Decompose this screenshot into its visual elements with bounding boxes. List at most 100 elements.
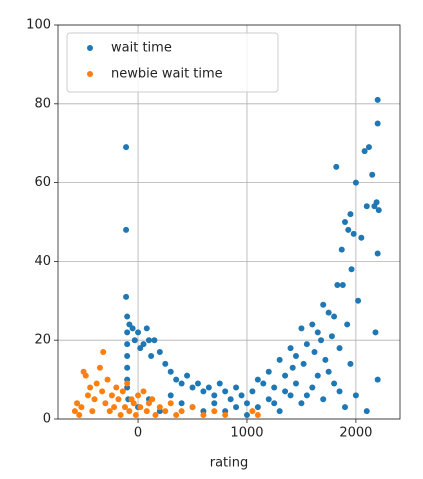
point (325, 309, 332, 316)
point (156, 349, 163, 356)
point (178, 400, 185, 407)
point (287, 392, 294, 399)
legend-box (66, 32, 279, 93)
point (149, 396, 156, 403)
point (361, 148, 368, 155)
point (331, 380, 338, 387)
point (325, 368, 332, 375)
point (350, 230, 357, 237)
point (374, 96, 381, 103)
point (374, 376, 381, 383)
point (87, 384, 94, 391)
point (124, 329, 131, 336)
point (287, 345, 294, 352)
point (102, 400, 109, 407)
point (100, 349, 107, 356)
point (292, 352, 299, 359)
point (345, 226, 352, 233)
point (347, 211, 354, 218)
point (320, 301, 327, 308)
point (76, 412, 83, 419)
point (124, 380, 131, 387)
point (314, 329, 321, 336)
point (156, 404, 163, 411)
point (320, 396, 327, 403)
point (126, 321, 133, 328)
point (71, 408, 78, 415)
legend-marker (87, 71, 93, 77)
y-tick-label: 100 (26, 18, 51, 33)
point (292, 380, 299, 387)
point (341, 219, 348, 225)
x-tick-label: 0 (134, 426, 142, 441)
point (363, 203, 370, 210)
point (355, 297, 362, 304)
point (167, 400, 174, 407)
point (173, 412, 180, 419)
point (369, 171, 376, 178)
point (309, 384, 316, 391)
point (328, 333, 335, 340)
point (336, 388, 343, 395)
point (205, 384, 212, 391)
point (222, 412, 229, 419)
point (260, 380, 267, 387)
point (78, 404, 85, 411)
point (74, 400, 81, 407)
point (130, 400, 137, 407)
y-tick-label: 0 (43, 412, 51, 427)
point (347, 360, 354, 367)
point (189, 384, 196, 391)
point (233, 404, 240, 411)
point (303, 392, 310, 399)
point (194, 380, 201, 387)
point (167, 392, 174, 399)
point (238, 392, 245, 399)
point (373, 199, 380, 206)
point (276, 356, 283, 363)
point (271, 384, 278, 391)
point (348, 266, 355, 273)
point (123, 226, 130, 233)
point (173, 376, 180, 383)
point (374, 120, 381, 127)
point (211, 400, 218, 407)
point (140, 341, 147, 348)
legend-label: wait time (111, 41, 172, 56)
point (331, 313, 338, 320)
point (303, 341, 310, 348)
point (151, 337, 158, 344)
point (374, 250, 381, 257)
point (162, 408, 169, 415)
point (211, 392, 218, 399)
legend-marker (87, 45, 93, 51)
point (119, 388, 126, 395)
point (131, 337, 138, 344)
point (140, 388, 147, 395)
point (178, 408, 185, 415)
point (123, 144, 130, 151)
point (115, 396, 122, 403)
point (254, 376, 261, 383)
point (314, 372, 321, 379)
point (124, 352, 131, 359)
point (339, 282, 346, 289)
point (111, 404, 118, 411)
point (341, 404, 348, 411)
x-axis-label: rating (210, 456, 249, 471)
point (200, 412, 207, 419)
point (145, 400, 152, 407)
point (358, 234, 365, 241)
point (137, 345, 144, 352)
y-tick-label: 20 (34, 333, 51, 348)
point (243, 400, 250, 407)
point (99, 388, 106, 395)
point (352, 392, 359, 399)
point (372, 329, 379, 336)
point (143, 408, 150, 415)
point (365, 144, 372, 151)
point (222, 388, 229, 395)
point (338, 246, 345, 253)
point (124, 364, 131, 371)
